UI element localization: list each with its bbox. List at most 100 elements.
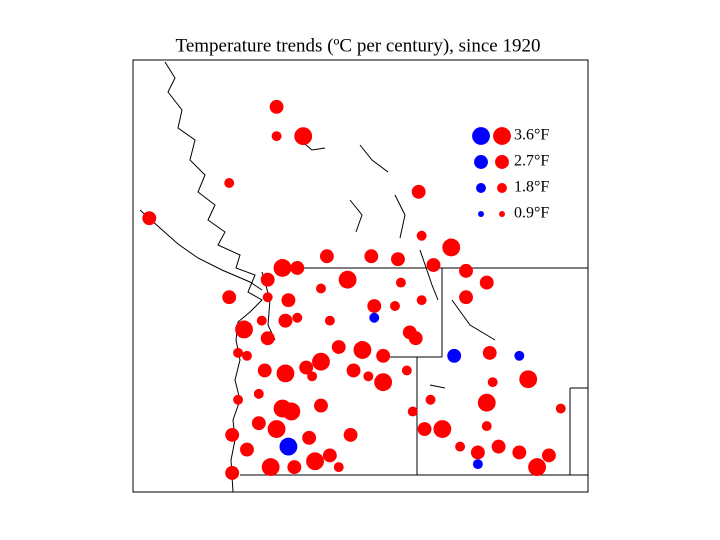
station-dot [282, 402, 301, 421]
station-dot [273, 259, 292, 277]
station-dot [519, 370, 538, 389]
station-dot [260, 331, 275, 346]
station-dot [279, 437, 298, 456]
station-dot [477, 393, 496, 412]
map-frame [132, 59, 589, 493]
station-dot [401, 365, 412, 376]
coastline [164, 61, 263, 493]
station-dot [433, 420, 452, 438]
legend-label: 0.9°F [514, 205, 549, 222]
station-dot [281, 293, 296, 308]
station-dot [408, 331, 423, 346]
station-dot [455, 441, 466, 452]
station-dot [514, 350, 525, 361]
station-dot [292, 312, 303, 323]
station-dot [331, 340, 346, 354]
legend-cooling-swatch [474, 155, 488, 169]
station-dot [324, 315, 335, 326]
station-dot [322, 448, 337, 463]
station-dot [294, 127, 313, 146]
station-dot [491, 439, 506, 454]
station-dot [307, 371, 318, 382]
station-dot [417, 422, 432, 436]
station-dot [314, 398, 328, 413]
station-dot [407, 406, 418, 417]
station-dot [290, 261, 305, 275]
station-dot [276, 364, 295, 383]
station-dot [312, 352, 330, 371]
station-dot [233, 347, 244, 358]
station-dot [425, 394, 436, 405]
station-dot [142, 211, 157, 226]
station-dot [306, 452, 324, 471]
station-dot [481, 421, 492, 432]
station-dot [287, 460, 302, 475]
rivers [299, 139, 496, 389]
legend-warming-swatch [495, 155, 509, 169]
station-dot [333, 462, 344, 473]
station-dot [343, 427, 358, 442]
station-dot [224, 178, 235, 188]
station-dot [271, 131, 282, 142]
station-dot [470, 445, 485, 460]
station-dot [369, 312, 380, 323]
station-dot [528, 458, 547, 477]
station-dot [447, 348, 462, 363]
station-dot [256, 315, 267, 326]
station-dot [222, 290, 237, 305]
station-dot [411, 184, 426, 199]
station-dot [240, 442, 254, 457]
station-dot [235, 320, 253, 339]
station-dot [253, 388, 264, 399]
station-dot [257, 363, 272, 378]
station-dot [364, 249, 379, 264]
station-dot [267, 420, 286, 438]
station-dot [278, 313, 293, 328]
station-dot [269, 99, 284, 114]
station-dot [251, 416, 266, 431]
station-dot [555, 403, 566, 414]
station-dot [472, 459, 483, 470]
station-dot [346, 363, 361, 378]
station-dot [363, 371, 374, 382]
legend-warming-swatch [493, 127, 511, 145]
station-dot [512, 445, 527, 460]
borders [240, 267, 588, 476]
legend: 3.6°F 2.7°F 1.8°F 0.9°F [472, 127, 549, 222]
station-dot [233, 394, 244, 405]
station-dot [319, 249, 334, 264]
station-dot [316, 283, 326, 294]
legend-warming-swatch [499, 211, 505, 217]
station-dot [353, 341, 372, 359]
station-dot [390, 301, 400, 311]
station-dot [302, 430, 317, 445]
station-dot [541, 448, 556, 463]
station-dot [260, 272, 275, 287]
station-dot [416, 230, 427, 241]
station-dot [442, 238, 461, 257]
station-dot [338, 270, 357, 289]
station-dot [395, 277, 406, 288]
legend-label: 2.7°F [514, 153, 549, 170]
legend-cooling-swatch [472, 127, 490, 145]
station-dot [225, 427, 240, 442]
station-dot [416, 295, 427, 306]
station-dot [479, 275, 494, 290]
station-dot [299, 360, 314, 375]
legend-cooling-swatch [476, 183, 486, 193]
basemap [132, 59, 589, 493]
station-dot [482, 345, 497, 360]
legend-label: 1.8°F [514, 179, 549, 196]
legend-warming-swatch [497, 183, 507, 193]
station-dot [262, 292, 273, 303]
legend-cooling-swatch [478, 211, 484, 217]
station-dot [459, 290, 473, 305]
station-dot [225, 466, 240, 480]
station-dot [487, 377, 498, 388]
station-dot [261, 458, 280, 477]
station-dot [242, 350, 252, 361]
station-dot [391, 252, 405, 267]
station-dot [367, 299, 382, 313]
